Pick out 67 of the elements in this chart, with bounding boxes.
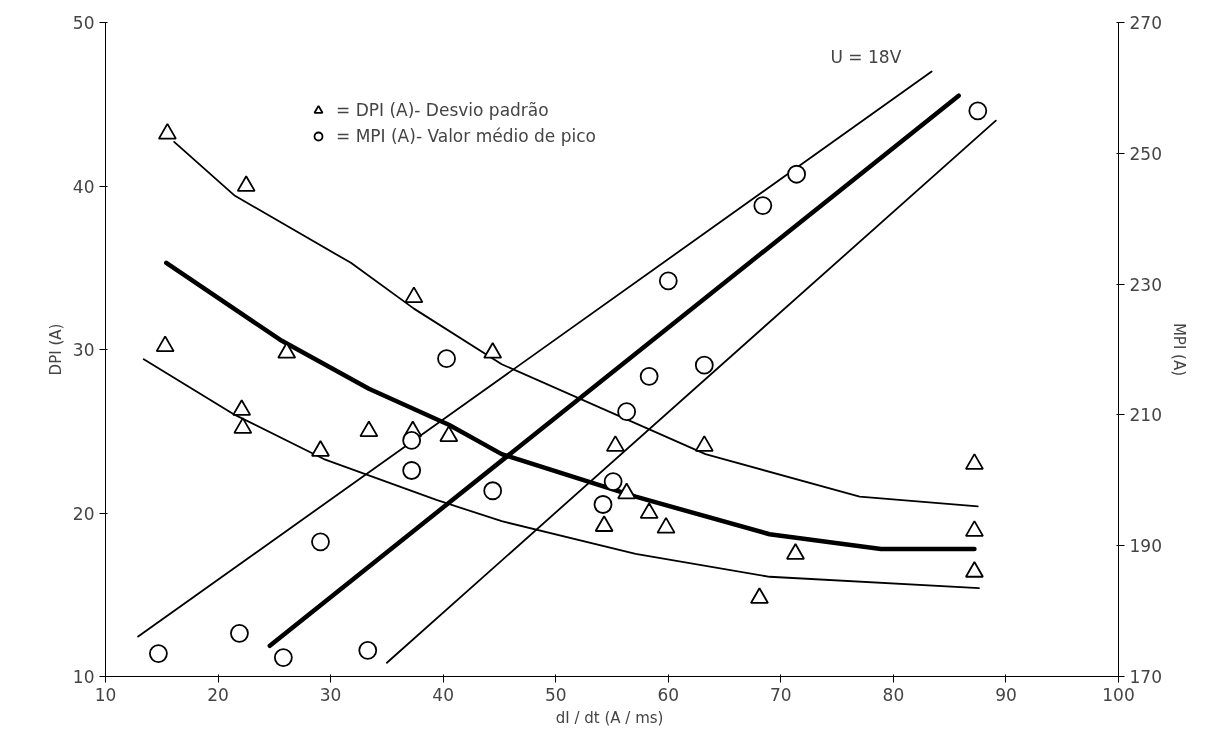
point xyxy=(639,366,659,386)
point xyxy=(483,481,503,501)
point xyxy=(483,342,503,359)
point xyxy=(311,440,330,457)
point xyxy=(358,640,378,660)
y2-tick-label: 170 xyxy=(1129,667,1162,687)
x-tick-label: 90 xyxy=(995,684,1017,705)
legend-label: = MPI (A)- Valor médio de pico xyxy=(336,126,596,146)
point xyxy=(593,495,613,514)
point xyxy=(753,196,773,215)
y-tick-label: 50 xyxy=(72,13,95,33)
point xyxy=(594,515,614,532)
point xyxy=(404,286,424,303)
point xyxy=(232,399,252,416)
y-tick-label: 20 xyxy=(72,503,95,524)
x-tick-label: 20 xyxy=(207,684,229,705)
y-tick-label: 40 xyxy=(72,176,95,197)
point xyxy=(277,342,297,359)
point xyxy=(617,402,637,422)
x-tick-label: 100 xyxy=(1102,684,1135,705)
point xyxy=(359,420,379,438)
point xyxy=(158,122,177,140)
point xyxy=(787,164,806,184)
point xyxy=(311,532,330,552)
x-tick-label: 40 xyxy=(432,684,454,705)
point xyxy=(965,520,984,537)
x-axis-title: dI / dt (A / ms) xyxy=(555,708,664,727)
point xyxy=(233,417,253,434)
y2-tick-label: 190 xyxy=(1129,536,1162,557)
point xyxy=(694,435,714,452)
point xyxy=(639,502,659,519)
point xyxy=(965,561,984,578)
y2-tick-label: 270 xyxy=(1129,13,1162,33)
point xyxy=(273,648,293,667)
point xyxy=(617,482,637,500)
point xyxy=(658,271,678,291)
point xyxy=(656,517,676,534)
point xyxy=(786,543,805,560)
y2-tick-label: 230 xyxy=(1129,274,1162,295)
x-tick-label: 70 xyxy=(770,684,792,705)
x-tick-label: 50 xyxy=(544,684,567,705)
x-tick-label: 60 xyxy=(657,684,680,705)
y2-tick-label: 210 xyxy=(1129,405,1162,426)
x-tick-label: 10 xyxy=(94,684,117,705)
legend-label: = DPI (A)- Desvio padrão xyxy=(336,100,549,120)
point xyxy=(694,355,714,375)
point xyxy=(439,425,459,442)
y2-axis-title: MPI (A) xyxy=(1169,322,1188,377)
y-axis-title: DPI (A) xyxy=(46,323,65,376)
y-tick-label: 30 xyxy=(72,340,95,360)
point xyxy=(402,461,422,480)
point xyxy=(230,623,249,643)
point xyxy=(402,431,422,450)
point xyxy=(155,335,175,353)
x-tick-label: 80 xyxy=(882,684,905,705)
point xyxy=(750,587,769,604)
point xyxy=(965,453,984,470)
y-tick-label: 10 xyxy=(72,667,95,687)
point xyxy=(603,472,623,491)
point xyxy=(437,349,456,369)
annotation: U = 18V xyxy=(830,46,902,67)
x-tick-label: 30 xyxy=(319,684,342,705)
point xyxy=(968,101,988,121)
point xyxy=(605,435,625,452)
point xyxy=(236,175,256,192)
y2-tick-label: 250 xyxy=(1129,143,1162,164)
point xyxy=(149,644,168,663)
